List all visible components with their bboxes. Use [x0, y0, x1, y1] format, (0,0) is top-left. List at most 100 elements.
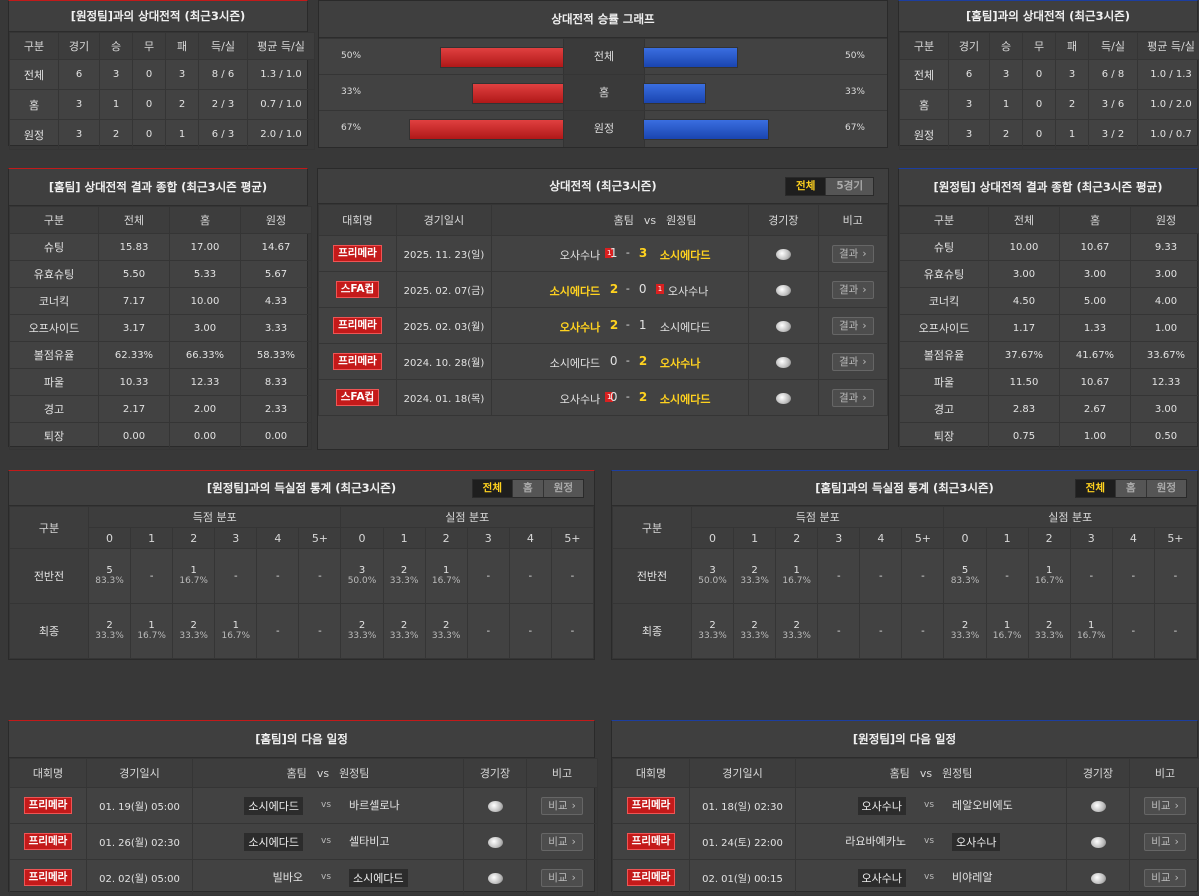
- away-team[interactable]: 소시에다드: [349, 869, 408, 887]
- home-team[interactable]: 오사수나: [858, 869, 906, 887]
- row-label: 퇴장: [10, 423, 99, 450]
- stadium-icon[interactable]: [488, 873, 503, 884]
- league-badge[interactable]: 프리메라: [627, 869, 676, 886]
- league-badge[interactable]: 프리메라: [333, 245, 382, 262]
- stat-cell: 6 / 3: [199, 120, 248, 150]
- home-team[interactable]: 소시에다드: [244, 797, 303, 815]
- away-team[interactable]: 바르셀로나: [349, 797, 400, 813]
- row-label: 전체: [900, 60, 949, 90]
- home-team[interactable]: 오사수나: [858, 797, 906, 815]
- tab-away[interactable]: 원정: [543, 480, 583, 497]
- away-team[interactable]: 셀타비고: [349, 833, 389, 849]
- dist-cell: -: [902, 604, 944, 659]
- home-team[interactable]: 소시에다드: [550, 355, 601, 371]
- league-badge[interactable]: 프리메라: [24, 869, 73, 886]
- result-button[interactable]: 결과›: [832, 353, 874, 371]
- result-button[interactable]: 결과›: [832, 245, 874, 263]
- dist-count: 3: [341, 565, 382, 576]
- tab-all[interactable]: 전체: [1076, 480, 1115, 497]
- away-team[interactable]: 비야레알: [952, 869, 992, 885]
- home-team[interactable]: 오사수나: [560, 391, 600, 407]
- stat-cell: 15.83: [99, 234, 170, 261]
- stadium-icon[interactable]: [1091, 801, 1106, 812]
- away-team[interactable]: 소시에다드: [660, 319, 711, 335]
- stadium-icon[interactable]: [776, 321, 791, 332]
- stadium-icon[interactable]: [776, 285, 791, 296]
- home-team[interactable]: 오사수나: [560, 247, 600, 263]
- compare-button[interactable]: 비교›: [541, 833, 583, 851]
- chevron-right-icon: ›: [1175, 836, 1179, 848]
- home-team[interactable]: 라요바예카노: [845, 833, 906, 849]
- home-team[interactable]: 오사수나: [560, 319, 600, 335]
- away-team[interactable]: 소시에다드: [660, 247, 711, 263]
- league-badge[interactable]: 스FA컵: [336, 389, 379, 406]
- compare-button[interactable]: 비교›: [1144, 797, 1186, 815]
- column-header: 득/실: [1089, 33, 1138, 60]
- league-badge[interactable]: 프리메라: [627, 797, 676, 814]
- home-team[interactable]: 소시에다드: [550, 283, 601, 299]
- league-badge[interactable]: 프리메라: [627, 833, 676, 850]
- tab-away[interactable]: 원정: [1146, 480, 1186, 497]
- stadium-icon[interactable]: [1091, 837, 1106, 848]
- row-label: 최종: [10, 604, 89, 659]
- column-header: 경기장: [1067, 759, 1130, 788]
- column-header: 패: [166, 33, 199, 60]
- column-header: 패: [1056, 33, 1089, 60]
- red-card-icon: 1: [656, 284, 664, 294]
- column-header: 경기일시: [87, 759, 193, 788]
- home-team[interactable]: 소시에다드: [244, 833, 303, 851]
- tab-5-games[interactable]: 5경기: [825, 178, 873, 195]
- dist-count: 1: [131, 620, 172, 631]
- stadium-icon[interactable]: [776, 249, 791, 260]
- stadium-icon[interactable]: [776, 357, 791, 368]
- league-cell: 프리메라: [319, 236, 397, 272]
- away-team[interactable]: 오사수나: [660, 355, 700, 371]
- league-badge[interactable]: 프리메라: [333, 353, 382, 370]
- league-badge[interactable]: 프리메라: [24, 797, 73, 814]
- tab-home[interactable]: 홈: [1115, 480, 1146, 497]
- compare-button[interactable]: 비교›: [541, 797, 583, 815]
- chevron-right-icon: ›: [1175, 872, 1179, 884]
- compare-button[interactable]: 비교›: [541, 869, 583, 887]
- result-button-label: 결과: [839, 248, 858, 260]
- result-button[interactable]: 결과›: [832, 281, 874, 299]
- tab-all[interactable]: 전체: [473, 480, 512, 497]
- away-team[interactable]: 오사수나: [952, 833, 1000, 851]
- home-team[interactable]: 빌바오: [273, 869, 303, 885]
- column-header: 대회명: [319, 205, 397, 236]
- league-badge[interactable]: 스FA컵: [336, 281, 379, 298]
- tab-all[interactable]: 전체: [786, 178, 825, 195]
- stadium-icon[interactable]: [776, 393, 791, 404]
- compare-button[interactable]: 비교›: [1144, 869, 1186, 887]
- tab-home[interactable]: 홈: [512, 480, 543, 497]
- stat-cell: 11.50: [989, 369, 1060, 396]
- goal-count-header: 0: [692, 528, 734, 549]
- stat-cell: 1: [166, 120, 199, 150]
- away-team[interactable]: 레알오비에도: [952, 797, 1013, 813]
- graph-title: 상대전적 승률 그래프: [319, 1, 887, 38]
- compare-button[interactable]: 비교›: [1144, 833, 1186, 851]
- result-button[interactable]: 결과›: [832, 317, 874, 335]
- stadium-icon[interactable]: [488, 801, 503, 812]
- matches-tabs: 전체 5경기: [785, 177, 874, 196]
- away-team[interactable]: 소시에다드: [660, 391, 711, 407]
- goal-count-header: 5+: [299, 528, 341, 549]
- stadium-icon[interactable]: [1091, 873, 1106, 884]
- stadium-icon[interactable]: [488, 837, 503, 848]
- result-button[interactable]: 결과›: [832, 389, 874, 407]
- column-header: 승: [990, 33, 1023, 60]
- league-badge[interactable]: 프리메라: [333, 317, 382, 334]
- league-badge[interactable]: 프리메라: [24, 833, 73, 850]
- away-team[interactable]: 오사수나: [668, 283, 708, 299]
- column-header: 홈: [1060, 207, 1131, 234]
- goal-count-header: 4: [1112, 528, 1154, 549]
- stat-cell: 1.3 / 1.0: [248, 60, 315, 90]
